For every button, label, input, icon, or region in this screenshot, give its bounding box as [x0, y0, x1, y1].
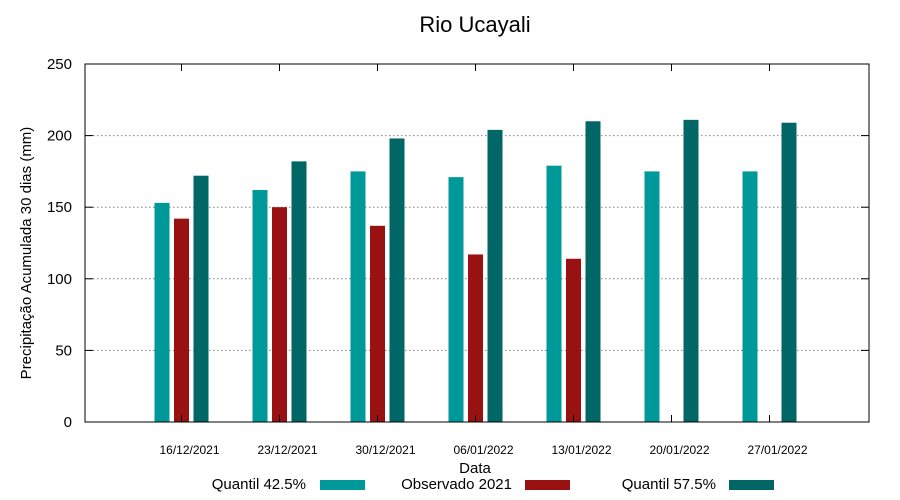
legend-label: Quantil 42.5%	[212, 476, 306, 493]
x-axis-label: Data	[459, 460, 491, 477]
bar	[742, 171, 758, 422]
legend-swatch	[320, 480, 365, 490]
bar	[585, 121, 601, 422]
bar	[644, 171, 660, 422]
y-tick-label: 100	[47, 271, 72, 288]
bar	[350, 171, 366, 422]
chart-title: Rio Ucayali	[419, 12, 530, 37]
y-tick-label: 150	[47, 199, 72, 216]
bar	[546, 165, 562, 422]
bar	[291, 161, 307, 422]
legend-label: Quantil 57.5%	[622, 476, 716, 493]
bar	[370, 225, 385, 422]
bar	[154, 202, 170, 422]
legend-label: Observado 2021	[401, 476, 512, 493]
bar	[252, 190, 268, 422]
legend-swatch	[729, 480, 774, 490]
bar	[683, 119, 699, 423]
x-tick-label: 16/12/2021	[159, 443, 219, 457]
x-tick-label: 27/01/2022	[747, 443, 807, 457]
x-tick-label: 30/12/2021	[355, 443, 415, 457]
x-tick-label: 23/12/2021	[257, 443, 317, 457]
bars	[154, 119, 797, 423]
y-axis: 0 50 100 150 200 250	[47, 56, 869, 431]
x-axis: 16/12/2021 23/12/2021 30/12/2021 06/01/2022…	[159, 64, 808, 457]
bar	[174, 218, 189, 422]
y-tick-label: 200	[47, 128, 72, 145]
bar	[566, 258, 581, 422]
bar	[487, 129, 503, 422]
y-axis-label: Precipitação Acumulada 30 dias (mm)	[18, 127, 35, 380]
x-tick-label: 13/01/2022	[551, 443, 611, 457]
y-tick-label: 0	[64, 414, 72, 431]
legend: Quantil 42.5% Observado 2021 Quantil 57.5%	[212, 476, 774, 493]
legend-swatch	[525, 480, 570, 490]
bar	[272, 207, 287, 422]
x-tick-label: 06/01/2022	[453, 443, 513, 457]
x-tick-label: 20/01/2022	[649, 443, 709, 457]
bar	[468, 254, 483, 422]
bar	[448, 177, 464, 422]
y-tick-label: 250	[47, 56, 72, 73]
bar	[389, 138, 405, 423]
bar	[193, 175, 209, 422]
bar	[781, 122, 797, 422]
plot-frame	[84, 63, 870, 423]
y-tick-label: 50	[55, 342, 72, 359]
